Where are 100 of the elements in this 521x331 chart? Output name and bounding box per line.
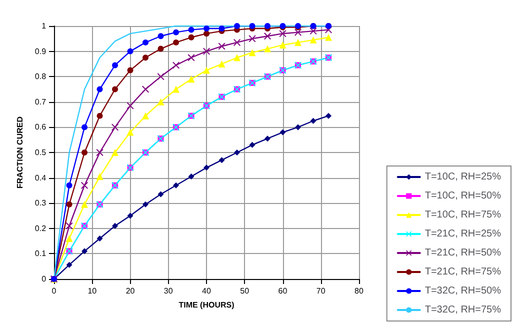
- point: [218, 157, 225, 164]
- point: [127, 67, 134, 74]
- x-tick-label: 30: [164, 286, 174, 296]
- y-tick-label: 0.5: [34, 148, 47, 157]
- point: [112, 149, 119, 156]
- y-axis-title: FRACTION CURED: [16, 116, 24, 188]
- point: [203, 66, 210, 74]
- y-tick-label: 0.8: [34, 72, 47, 82]
- point: [127, 212, 134, 219]
- point: [188, 34, 194, 40]
- point: [204, 26, 210, 32]
- point: [112, 86, 118, 92]
- point: [112, 222, 118, 229]
- point: [173, 39, 180, 46]
- point: [126, 102, 134, 110]
- y-tick-label: 0.6: [34, 122, 47, 132]
- legend-label: T=21C, RH=75%: [424, 266, 502, 278]
- x-tick-label: 70: [316, 286, 326, 296]
- point: [66, 222, 73, 230]
- legend-label: T=10C, RH=25%: [424, 172, 502, 182]
- point: [280, 129, 286, 136]
- x-axis-title: TIME (HOURS): [178, 300, 235, 310]
- point: [188, 76, 195, 83]
- point: [96, 112, 103, 119]
- point: [204, 30, 210, 37]
- y-tick-label: 0.4: [34, 173, 47, 182]
- point: [66, 235, 73, 242]
- y-tick-label: 0.1: [34, 249, 47, 258]
- point: [234, 38, 241, 46]
- point: [142, 112, 150, 120]
- point: [158, 46, 164, 52]
- point: [127, 48, 134, 54]
- y-tick-label: 0.9: [34, 46, 47, 56]
- point: [96, 86, 103, 92]
- x-tick-label: 60: [278, 286, 288, 296]
- point: [157, 73, 164, 80]
- legend-label: T=10C, RH=75%: [424, 210, 502, 220]
- y-tick-label: 0.7: [34, 97, 47, 106]
- point: [126, 128, 134, 136]
- point: [142, 201, 149, 208]
- point: [279, 30, 286, 38]
- point: [112, 124, 119, 131]
- point: [66, 182, 72, 188]
- point: [66, 262, 72, 268]
- point: [294, 38, 302, 46]
- x-tick-label: 50: [240, 286, 250, 296]
- point: [279, 41, 286, 48]
- point: [142, 39, 149, 46]
- point: [157, 98, 164, 106]
- point: [172, 62, 180, 69]
- point: [218, 60, 226, 68]
- point: [188, 174, 194, 180]
- point: [325, 34, 332, 41]
- point: [234, 54, 241, 62]
- point: [264, 23, 271, 29]
- point: [82, 248, 88, 254]
- point: [81, 200, 88, 208]
- x-tick-label: 10: [88, 286, 98, 296]
- point: [173, 182, 180, 188]
- point: [82, 124, 88, 130]
- point: [82, 150, 88, 156]
- point: [172, 86, 180, 93]
- point: [326, 112, 332, 119]
- point: [295, 124, 302, 130]
- point: [249, 23, 256, 29]
- point: [248, 49, 256, 56]
- legend-label: T=10C, RH=50%: [424, 190, 502, 202]
- y-tick-label: 1: [42, 22, 47, 30]
- legend-label: T=21C, RH=50%: [424, 248, 502, 258]
- point: [248, 35, 256, 42]
- point: [81, 182, 88, 189]
- point: [112, 62, 118, 68]
- point: [218, 42, 226, 50]
- point: [188, 26, 194, 33]
- y-tick-label: 0: [42, 274, 47, 284]
- legend-label: T=32C, RH=50%: [424, 286, 502, 296]
- point: [264, 136, 271, 142]
- legend-label: T=32C, RH=75%: [424, 304, 502, 316]
- point: [310, 36, 317, 44]
- point: [188, 54, 195, 62]
- x-tick-label: 40: [202, 286, 212, 296]
- point: [96, 173, 104, 180]
- x-tick-label: 20: [126, 286, 136, 296]
- point: [310, 118, 316, 124]
- point: [294, 28, 302, 36]
- point: [249, 142, 256, 148]
- point: [173, 29, 180, 36]
- y-tick-label: 0.2: [34, 224, 47, 233]
- point: [218, 26, 225, 32]
- point: [234, 23, 240, 29]
- point: [264, 32, 272, 40]
- point: [264, 45, 272, 52]
- point: [96, 236, 103, 242]
- point: [158, 191, 164, 198]
- y-tick-label: 0.3: [34, 198, 47, 208]
- point: [234, 150, 240, 156]
- point: [142, 54, 149, 61]
- x-tick-label: 80: [354, 286, 364, 296]
- point: [310, 28, 317, 35]
- point: [158, 33, 164, 40]
